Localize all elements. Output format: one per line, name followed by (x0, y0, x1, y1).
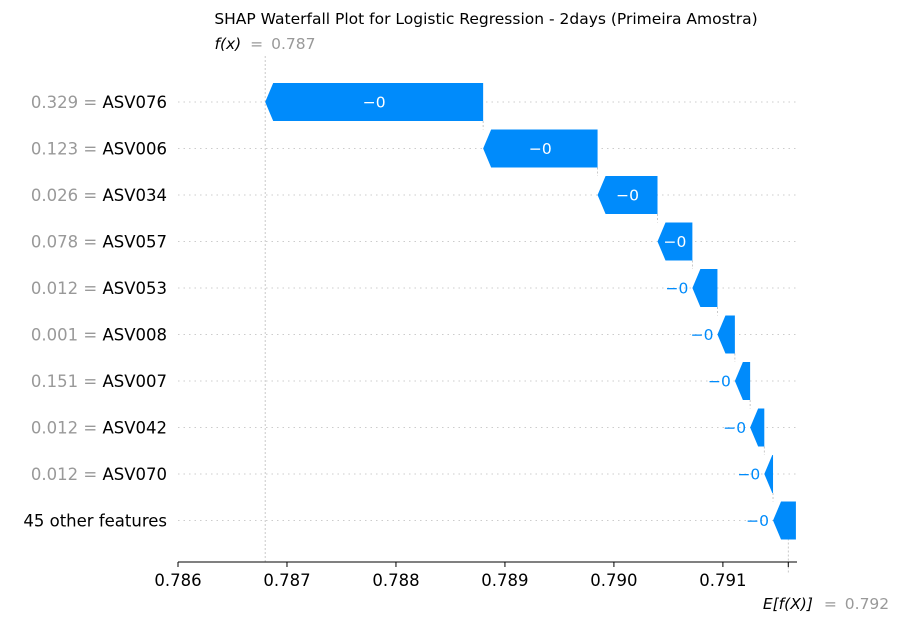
waterfall-bar (764, 455, 774, 493)
waterfall-bar (750, 408, 765, 447)
feature-label: 0.026 = ASV034 (31, 186, 167, 205)
feature-label: 0.012 = ASV070 (31, 465, 167, 484)
feature-value: 0.026 = (31, 186, 103, 205)
svg-text:E[f(X)] = 0.792: E[f(X)] = 0.792 (763, 595, 889, 613)
x-tick-label: 0.790 (590, 571, 637, 590)
fx-value: 0.787 (271, 35, 315, 53)
feature-name: ASV076 (102, 93, 167, 112)
row-gridlines (178, 101, 797, 521)
svg-text:f(x) = 0.787: f(x) = 0.787 (215, 35, 316, 53)
feature-name: ASV007 (102, 372, 167, 391)
chart-title: SHAP Waterfall Plot for Logistic Regress… (214, 10, 757, 28)
x-tick-label: 0.788 (372, 571, 419, 590)
waterfall-bar (734, 362, 751, 400)
waterfall-bar (773, 501, 796, 540)
bar-value-label: −0 (708, 373, 731, 391)
feature-name: ASV057 (102, 233, 167, 252)
x-axis: 0.786 0.787 0.788 0.789 0.790 0.791 (154, 561, 797, 590)
feature-label: 0.078 = ASV057 (31, 233, 167, 252)
x-tick-label: 0.791 (699, 571, 746, 590)
feature-value: 0.151 = (31, 372, 103, 391)
feature-value: 0.001 = (31, 326, 103, 345)
feature-name: 45 other features (23, 512, 167, 531)
feature-value: 0.123 = (31, 140, 103, 159)
efx-eq: = (824, 595, 837, 613)
efx-label: E[f(X)] (763, 595, 813, 613)
feature-label: 0.001 = ASV008 (31, 326, 167, 345)
feature-value: 0.012 = (31, 419, 103, 438)
bar-value-label: −0 (616, 187, 639, 205)
feature-labels: 0.329 = ASV076 0.123 = ASV006 0.026 = ASV0… (23, 93, 167, 531)
feature-value: 0.078 = (31, 233, 103, 252)
feature-name: ASV034 (102, 186, 167, 205)
waterfall-bar (717, 315, 735, 354)
feature-name: ASV006 (102, 140, 167, 159)
feature-label: 0.123 = ASV006 (31, 140, 167, 159)
feature-label: 0.151 = ASV007 (31, 372, 167, 391)
x-tick-label: 0.787 (263, 571, 310, 590)
bar-value-label: −0 (737, 466, 760, 484)
feature-value: 0.329 = (31, 93, 103, 112)
bar-value-label: −0 (723, 419, 746, 437)
bar-value-label: −0 (691, 326, 714, 344)
bar-value-label: −0 (363, 94, 386, 112)
waterfall-bar (692, 269, 718, 307)
feature-label: 45 other features (23, 512, 167, 531)
waterfall-bar (597, 176, 658, 214)
efx-annotation: E[f(X)] = 0.792 (763, 595, 889, 613)
efx-value: 0.792 (845, 595, 889, 613)
feature-value: 0.012 = (31, 465, 103, 484)
bar-value-label: −0 (664, 233, 687, 251)
feature-label: 0.012 = ASV053 (31, 279, 167, 298)
x-tick-label: 0.786 (154, 571, 201, 590)
fx-eq: = (250, 35, 263, 53)
x-tick-label: 0.789 (481, 571, 528, 590)
fx-annotation: f(x) = 0.787 (215, 35, 316, 53)
bar-value-label: −0 (529, 140, 552, 158)
feature-name: ASV070 (102, 465, 167, 484)
waterfall-bar (265, 83, 484, 121)
feature-name: ASV008 (102, 326, 167, 345)
waterfall-bar (657, 222, 693, 261)
bar-value-label: −0 (666, 280, 689, 298)
feature-label: 0.329 = ASV076 (31, 93, 167, 112)
bars: −0 −0 −0 −0 −0 −0 −0 −0 −0 −0 (265, 83, 796, 540)
fx-label: f(x) (215, 35, 242, 53)
waterfall-bar (483, 129, 598, 168)
feature-name: ASV042 (102, 419, 167, 438)
feature-label: 0.012 = ASV042 (31, 419, 167, 438)
feature-name: ASV053 (102, 279, 167, 298)
feature-value: 0.012 = (31, 279, 103, 298)
bar-value-label: −0 (746, 512, 769, 530)
